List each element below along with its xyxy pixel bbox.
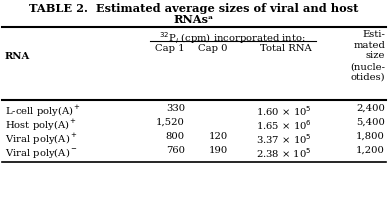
Text: 190: 190 (209, 146, 228, 155)
Text: Cap 1: Cap 1 (155, 44, 185, 53)
Text: 2.38 × 10$^5$: 2.38 × 10$^5$ (256, 146, 312, 160)
Text: Total RNA: Total RNA (260, 44, 312, 53)
Text: $^{32}$P$_i$ (cpm) incorporated into:: $^{32}$P$_i$ (cpm) incorporated into: (159, 30, 305, 46)
Text: L-cell poly(A)$^+$: L-cell poly(A)$^+$ (5, 104, 81, 119)
Text: 330: 330 (166, 104, 185, 113)
Text: 5,400: 5,400 (356, 118, 385, 127)
Text: 1,200: 1,200 (356, 146, 385, 155)
Text: 3.37 × 10$^5$: 3.37 × 10$^5$ (256, 132, 312, 146)
Text: Viral poly(A)$^+$: Viral poly(A)$^+$ (5, 132, 78, 147)
Text: 1,800: 1,800 (356, 132, 385, 141)
Text: 120: 120 (209, 132, 228, 141)
Text: 1.60 × 10$^5$: 1.60 × 10$^5$ (256, 104, 312, 118)
Text: 2,400: 2,400 (356, 104, 385, 113)
Text: Host poly(A)$^+$: Host poly(A)$^+$ (5, 118, 77, 133)
Text: 1.65 × 10$^6$: 1.65 × 10$^6$ (256, 118, 312, 132)
Text: RNA: RNA (5, 52, 30, 61)
Text: TABLE 2.  Estimated average sizes of viral and host: TABLE 2. Estimated average sizes of vira… (29, 3, 359, 14)
Text: Viral poly(A)$^-$: Viral poly(A)$^-$ (5, 146, 78, 160)
Text: 800: 800 (166, 132, 185, 141)
Text: 760: 760 (166, 146, 185, 155)
Text: 1,520: 1,520 (156, 118, 185, 127)
Text: RNAsᵃ: RNAsᵃ (174, 14, 214, 25)
Text: Esti-
mated
size
(nucle-
otides): Esti- mated size (nucle- otides) (350, 30, 385, 82)
Text: Cap 0: Cap 0 (199, 44, 228, 53)
